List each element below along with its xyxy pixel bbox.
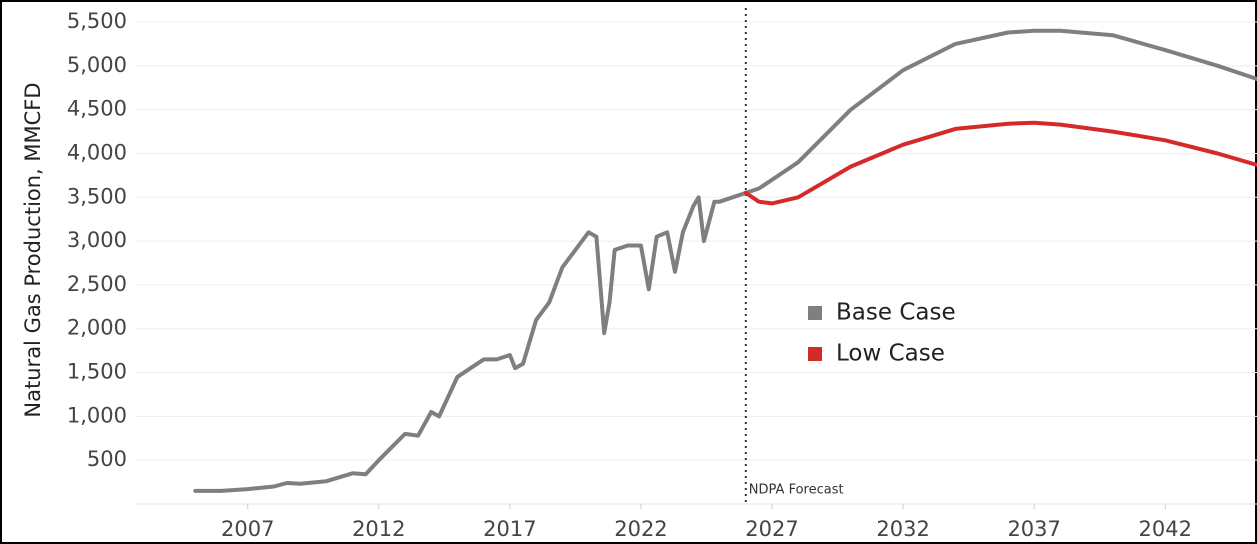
- series-line: [743, 120, 1257, 206]
- y-tick-label: 1,500: [67, 360, 127, 384]
- x-tick-label: 2042: [1139, 517, 1192, 541]
- y-tick-label: 1,000: [67, 403, 127, 427]
- x-tick-label: 2037: [1007, 517, 1060, 541]
- forecast-label: NDPA Forecast: [749, 483, 844, 498]
- x-tick-label: 2027: [745, 517, 798, 541]
- y-tick-label: 5,500: [67, 9, 127, 33]
- x-tick-label: 2017: [483, 517, 536, 541]
- y-tick-label: 4,500: [67, 97, 127, 121]
- series-line: [193, 28, 1257, 493]
- y-tick-label: 3,000: [67, 228, 127, 252]
- legend-swatch: [808, 347, 822, 361]
- x-tick-label: 2022: [614, 517, 667, 541]
- x-tick-label: 2012: [352, 517, 405, 541]
- y-axis-title: Natural Gas Production, MMCFD: [21, 82, 45, 417]
- y-tick-label: 3,500: [67, 184, 127, 208]
- legend-label: Low Case: [836, 341, 945, 367]
- x-tick-label: 2007: [221, 517, 274, 541]
- y-tick-label: 2,500: [67, 272, 127, 296]
- legend-label: Base Case: [836, 300, 956, 326]
- y-tick-label: 5,000: [67, 53, 127, 77]
- x-tick-label: 2032: [876, 517, 929, 541]
- y-tick-label: 500: [87, 447, 127, 471]
- legend-swatch: [808, 306, 822, 320]
- y-tick-label: 2,000: [67, 316, 127, 340]
- y-tick-label: 4,000: [67, 140, 127, 164]
